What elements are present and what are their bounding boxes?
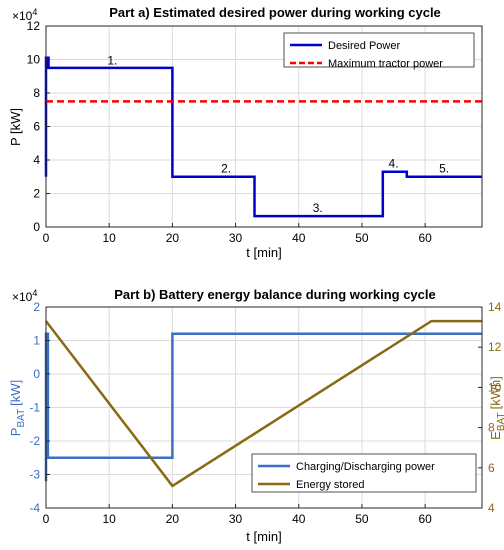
annotation-label: 5.: [439, 162, 449, 176]
chart-part-b: Part b) Battery energy balance during wo…: [8, 287, 504, 544]
y-tick-label: -1: [29, 401, 40, 415]
y-right-tick-label: 12: [488, 340, 502, 354]
x-tick-label: 20: [166, 231, 180, 245]
x-tick-label: 20: [166, 512, 180, 526]
series-line-desired-power: [44, 56, 482, 218]
chart-part-a: Part a) Estimated desired power during w…: [8, 5, 483, 260]
y-tick-label: 0: [33, 367, 40, 381]
y-right-tick-label: 8: [488, 421, 495, 435]
annotation-label: 2.: [221, 162, 231, 176]
y-tick-label: 0: [33, 220, 40, 234]
x-tick-label: 50: [355, 512, 369, 526]
legend-box: [283, 32, 475, 68]
chart-a-annotations: 1. 2. 3. 4. 5.: [107, 54, 449, 215]
chart-a-lines: [44, 56, 482, 218]
y-tick-label: -4: [29, 501, 40, 515]
x-tick-label: 0: [43, 231, 50, 245]
annotation-label: 4.: [389, 157, 399, 171]
x-tick-label: 50: [355, 231, 369, 245]
y-tick-label: 12: [27, 19, 41, 33]
legend-entry-label: Energy stored: [296, 479, 364, 491]
annotation-label: 1.: [107, 54, 117, 68]
chart-a-title: Part a) Estimated desired power during w…: [109, 5, 441, 20]
y-tick-label: 4: [33, 153, 40, 167]
chart-a-ticks: 0 10 20 30 40 50 60 0 2 4 6 8 10 12: [27, 19, 432, 245]
chart-b-ylabel-right: EBAT[kWh]: [488, 376, 504, 440]
x-tick-label: 10: [103, 512, 117, 526]
legend-entry-label: Charging/Discharging power: [296, 461, 435, 473]
y-tick-label: 10: [27, 53, 41, 67]
chart-a-y-multiplier: ×104: [12, 7, 37, 23]
y-tick-label: 2: [33, 187, 40, 201]
annotation-label: 3.: [313, 201, 323, 215]
x-tick-label: 30: [229, 512, 243, 526]
x-tick-label: 30: [229, 231, 243, 245]
y-right-tick-label: 10: [488, 380, 502, 394]
x-tick-label: 0: [43, 512, 50, 526]
x-tick-label: 60: [418, 231, 432, 245]
chart-b-y-multiplier: ×104: [12, 288, 37, 304]
chart-b-legend: Charging/Discharging power Energy stored: [251, 453, 477, 493]
chart-b-ylabel-left: PBAT[kW]: [8, 380, 27, 436]
series-line-energy-stored: [45, 319, 482, 488]
legend-entry-label: Desired Power: [328, 40, 400, 52]
x-tick-label: 40: [292, 512, 306, 526]
y-tick-label: 2: [33, 300, 40, 314]
chart-a-legend: Desired Power Maximum tractor power: [283, 32, 475, 70]
y-tick-label: 6: [33, 120, 40, 134]
y-tick-label: 8: [33, 86, 40, 100]
chart-b-xlabel: t [min]: [246, 529, 281, 544]
legend-entry-label: Maximum tractor power: [328, 58, 443, 70]
x-tick-label: 40: [292, 231, 306, 245]
y-tick-label: 1: [33, 334, 40, 348]
y-right-tick-label: 4: [488, 501, 495, 515]
chart-a-xlabel: t [min]: [246, 245, 281, 260]
chart-a-ylabel: P [kW]: [8, 108, 23, 146]
y-tick-label: -2: [29, 434, 40, 448]
chart-b-title: Part b) Battery energy balance during wo…: [114, 287, 435, 302]
x-tick-label: 10: [103, 231, 117, 245]
legend-box: [251, 453, 477, 493]
y-tick-label: -3: [29, 468, 40, 482]
y-right-tick-label: 6: [488, 461, 495, 475]
x-tick-label: 60: [418, 512, 432, 526]
y-right-tick-label: 14: [488, 300, 502, 314]
